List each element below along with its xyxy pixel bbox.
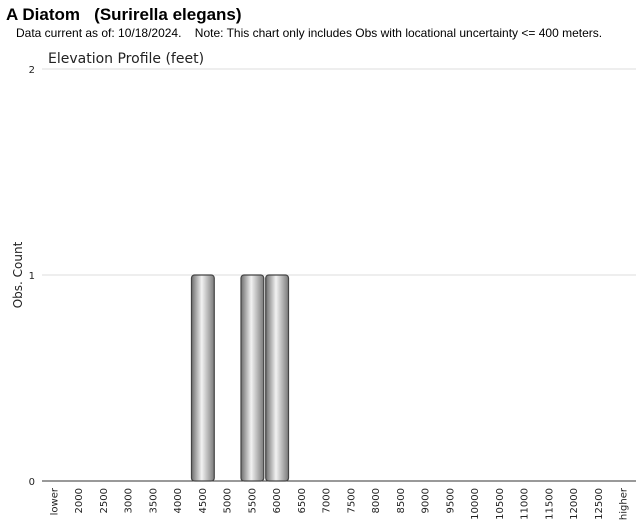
y-tick-label: 1 <box>29 271 35 282</box>
x-tick-label: 4000 <box>173 488 184 513</box>
x-tick-label: 4500 <box>198 488 209 513</box>
x-tick-label: 8000 <box>371 488 382 513</box>
x-tick-label: 8500 <box>396 488 407 513</box>
x-tick-label: 9500 <box>445 488 456 513</box>
x-tick-label: 9000 <box>421 488 432 513</box>
x-tick-label: 7500 <box>346 488 357 513</box>
page-title: A Diatom (Surirella elegans) <box>6 5 242 24</box>
x-tick-label: 11000 <box>520 488 531 520</box>
x-tick-label: 6500 <box>297 488 308 513</box>
y-axis-label: Obs. Count <box>11 241 25 308</box>
x-tick-label: 2500 <box>99 488 110 513</box>
x-tick-label: 2000 <box>74 488 85 513</box>
x-tick-label: higher <box>619 487 630 520</box>
x-tick-label: 7000 <box>322 488 333 513</box>
bar-5500 <box>240 274 265 482</box>
x-tick-label: 5000 <box>223 488 234 513</box>
x-tick-label: 3500 <box>148 488 159 513</box>
x-tick-label: 10000 <box>470 488 481 520</box>
data-note: Data current as of: 10/18/2024. Note: Th… <box>16 26 603 40</box>
x-tick-label: 12000 <box>569 488 580 520</box>
x-tick-label: 6000 <box>272 488 283 513</box>
x-tick-label: 11500 <box>544 488 555 520</box>
bar-4500 <box>190 274 215 482</box>
x-tick-label: lower <box>49 487 60 515</box>
bar-6000 <box>265 274 290 482</box>
x-tick-label: 10500 <box>495 488 506 520</box>
x-tick-label: 3000 <box>124 488 135 513</box>
chart-title: Elevation Profile (feet) <box>48 51 204 67</box>
x-tick-label: 12500 <box>594 488 605 520</box>
y-tick-label: 0 <box>29 477 35 488</box>
x-tick-label: 5500 <box>247 488 258 513</box>
y-tick-label: 2 <box>29 65 35 76</box>
